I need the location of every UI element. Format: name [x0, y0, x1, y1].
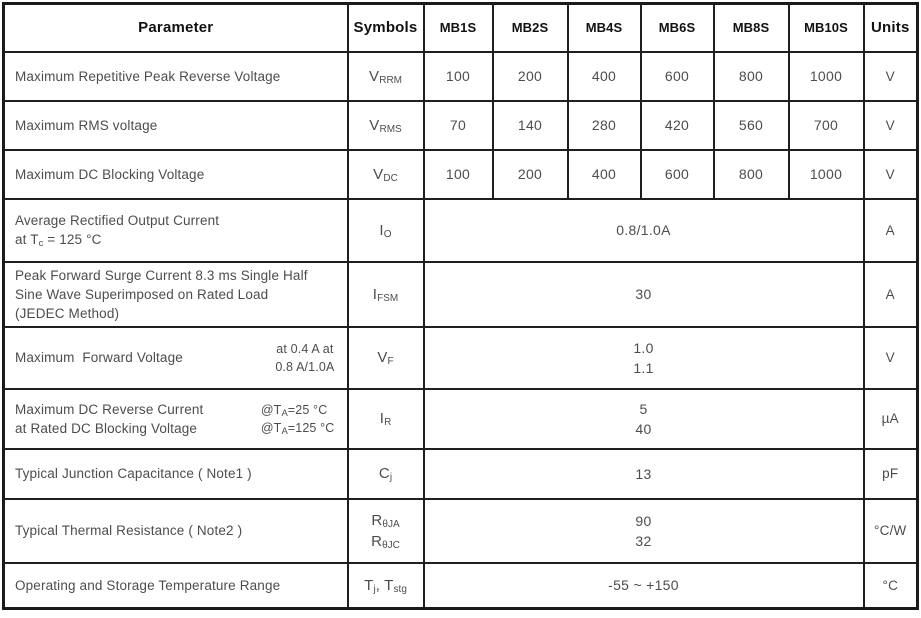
value-cell-vdc-mb4s: 400: [566, 148, 642, 200]
parameter-text: Maximum DC Reverse Current at Rated DC Bl…: [15, 401, 204, 436]
parameter-cell-tj-tstg: Operating and Storage Temperature Range: [2, 561, 349, 610]
parameter-text: Peak Forward Surge Current 8.3 ms Single…: [15, 267, 308, 321]
table-row-vrms: Maximum RMS voltage VRMS 70 140 280 420 560 700…: [2, 99, 919, 151]
value-cell-vrms-mb10s: 700: [787, 99, 865, 151]
parameter-text: Typical Junction Capacitance ( Note1 ): [15, 466, 252, 481]
col-header-parameter: Parameter: [2, 2, 349, 53]
parameter-cell-ir: Maximum DC Reverse Current at Rated DC Bl…: [2, 387, 349, 450]
parameter-text: Maximum Forward Voltage: [15, 350, 183, 365]
test-condition-text: at 0.4 A at 0.8 A/1.0A: [275, 341, 335, 374]
table-row-io: Average Rectified Output Current at Tc = …: [2, 197, 919, 263]
unit-cell-rth: °C/W: [862, 497, 919, 564]
table-row-rth: Typical Thermal Resistance ( Note2 ) RθJA…: [2, 497, 919, 564]
value-cell-vrrm-mb8s: 800: [712, 50, 790, 102]
unit-cell-vrms: V: [862, 99, 919, 151]
table-row-vf: Maximum Forward Voltage at 0.4 A at 0.8 A/…: [2, 325, 919, 390]
table-row-ir: Maximum DC Reverse Current at Rated DC Bl…: [2, 387, 919, 450]
unit-cell-cj: pF: [862, 447, 919, 500]
symbol-cell-cj: Cj: [346, 447, 425, 500]
unit-cell-io: A: [862, 197, 919, 263]
value-cell-vrms-mb1s: 70: [422, 99, 494, 151]
parameter-text: Maximum RMS voltage: [15, 117, 158, 133]
parameter-cell-vrrm: Maximum Repetitive Peak Reverse Voltage: [2, 50, 349, 102]
symbol-cell-io: IO: [346, 197, 425, 263]
col-header-mb1s: MB1S: [422, 2, 494, 53]
table-row-vdc: Maximum DC Blocking Voltage VDC 100 200 400 6…: [2, 148, 919, 200]
parameter-cell-vrms: Maximum RMS voltage: [2, 99, 349, 151]
col-header-mb8s: MB8S: [712, 2, 790, 53]
symbol-cell-rth: RθJA RθJC: [346, 497, 425, 564]
test-condition-text: @TA=25 °C @TA=125 °C: [260, 402, 335, 437]
col-header-mb10s: MB10S: [787, 2, 865, 53]
unit-cell-ir: µA: [862, 387, 919, 450]
value-cell-vrms-mb6s: 420: [639, 99, 715, 151]
col-header-symbols: Symbols: [346, 2, 425, 53]
value-cell-vrms-mb4s: 280: [566, 99, 642, 151]
parameter-cell-io: Average Rectified Output Current at Tc = …: [2, 197, 349, 263]
table-header-row: Parameter Symbols MB1S MB2S MB4S MB6S MB8S MB10…: [2, 2, 919, 53]
unit-cell-vf: V: [862, 325, 919, 390]
symbol-cell-vdc: VDC: [346, 148, 425, 200]
unit-cell-ifsm: A: [862, 260, 919, 328]
value-cell-vrrm-mb2s: 200: [491, 50, 569, 102]
value-cell-vdc-mb1s: 100: [422, 148, 494, 200]
symbol-cell-vrrm: VRRM: [346, 50, 425, 102]
value-cell-vrrm-mb6s: 600: [639, 50, 715, 102]
table-row-ifsm: Peak Forward Surge Current 8.3 ms Single…: [2, 260, 919, 328]
parameter-text: Average Rectified Output Current at Tc = …: [15, 213, 220, 249]
parameter-text: Maximum DC Blocking Voltage: [15, 166, 205, 182]
value-cell-vrrm-mb4s: 400: [566, 50, 642, 102]
parameter-cell-cj: Typical Junction Capacitance ( Note1 ): [2, 447, 349, 500]
symbol-cell-vrms: VRMS: [346, 99, 425, 151]
merged-value-cell-rth: 90 32: [422, 497, 865, 564]
table-row-tj-tstg: Operating and Storage Temperature Range T…: [2, 561, 919, 610]
symbol-cell-vf: VF: [346, 325, 425, 390]
merged-value-cell-vf: 1.0 1.1: [422, 325, 865, 390]
col-header-mb4s: MB4S: [566, 2, 642, 53]
merged-value-cell-tj-tstg: -55 ~ +150: [422, 561, 865, 610]
value-cell-vdc-mb8s: 800: [712, 148, 790, 200]
table-row-vrrm: Maximum Repetitive Peak Reverse Voltage V…: [2, 50, 919, 102]
table-row-cj: Typical Junction Capacitance ( Note1 ) Cj…: [2, 447, 919, 500]
value-cell-vdc-mb10s: 1000: [787, 148, 865, 200]
parameter-cell-vf: Maximum Forward Voltage at 0.4 A at 0.8 A/…: [2, 325, 349, 390]
symbol-cell-tj-tstg: Tj, Tstg: [346, 561, 425, 610]
merged-value-cell-ir: 5 40: [422, 387, 865, 450]
value-cell-vdc-mb6s: 600: [639, 148, 715, 200]
parameter-cell-ifsm: Peak Forward Surge Current 8.3 ms Single…: [2, 260, 349, 328]
unit-cell-vdc: V: [862, 148, 919, 200]
unit-cell-vrrm: V: [862, 50, 919, 102]
parameter-text: Operating and Storage Temperature Range: [15, 577, 281, 593]
symbol-cell-ir: IR: [346, 387, 425, 450]
maximum-ratings-table: Parameter Symbols MB1S MB2S MB4S MB6S MB8S MB10…: [2, 2, 919, 610]
value-cell-vdc-mb2s: 200: [491, 148, 569, 200]
value-cell-vrms-mb8s: 560: [712, 99, 790, 151]
parameter-text: Typical Thermal Resistance ( Note2 ): [15, 523, 243, 538]
col-header-mb2s: MB2S: [491, 2, 569, 53]
parameter-cell-vdc: Maximum DC Blocking Voltage: [2, 148, 349, 200]
col-header-mb6s: MB6S: [639, 2, 715, 53]
unit-cell-tj-tstg: °C: [862, 561, 919, 610]
merged-value-cell-io: 0.8/1.0A: [422, 197, 865, 263]
symbol-cell-ifsm: IFSM: [346, 260, 425, 328]
parameter-cell-rth: Typical Thermal Resistance ( Note2 ): [2, 497, 349, 564]
value-cell-vrrm-mb1s: 100: [422, 50, 494, 102]
value-cell-vrms-mb2s: 140: [491, 99, 569, 151]
merged-value-cell-ifsm: 30: [422, 260, 865, 328]
parameter-text: Maximum Repetitive Peak Reverse Voltage: [15, 68, 281, 84]
value-cell-vrrm-mb10s: 1000: [787, 50, 865, 102]
col-header-units: Units: [862, 2, 919, 53]
merged-value-cell-cj: 13: [422, 447, 865, 500]
